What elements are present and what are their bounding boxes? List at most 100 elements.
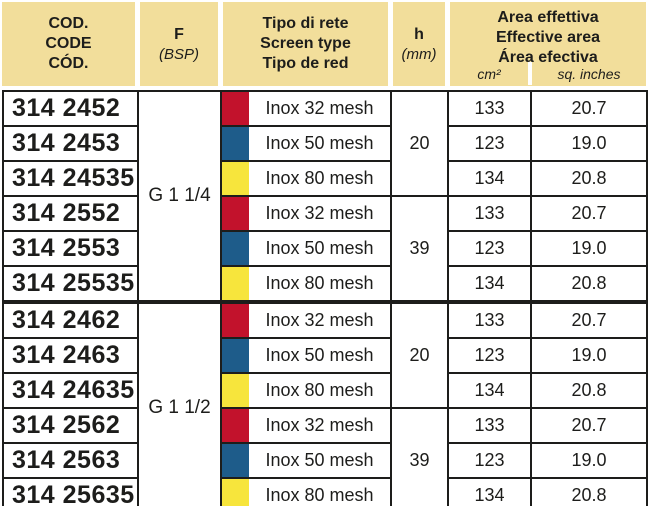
area-sqin-cell: 19.0: [530, 230, 648, 267]
header-screen-type: Tipo di rete Screen type Tipo de red: [223, 2, 388, 86]
screen-type-cell: Inox 50 mesh: [220, 230, 392, 267]
header-code-line-it: COD.: [48, 15, 89, 32]
table-row: 314 2462 G 1 1/2 Inox 32 mesh 20 133 20.…: [2, 302, 648, 506]
mesh-color-swatch: [222, 479, 249, 506]
area-cm2-cell: 134: [447, 477, 532, 506]
code-cell: 314 2452: [2, 90, 139, 127]
height-cell: 39: [390, 195, 449, 302]
code-cell: 314 2552: [2, 195, 139, 232]
table-row: 314 2452 G 1 1/4 Inox 32 mesh 20 133 20.…: [2, 90, 648, 302]
header-height-label: h: [414, 25, 424, 43]
code-cell: 314 2453: [2, 125, 139, 162]
table-row: 314 25635 Inox 80 mesh 134 20.8: [2, 477, 648, 506]
table-row: 314 24635 Inox 80 mesh 134 20.8: [2, 372, 648, 409]
mesh-label: Inox 50 mesh: [265, 345, 374, 365]
area-sqin-cell: 20.8: [530, 160, 648, 197]
mesh-label: Inox 80 mesh: [265, 273, 374, 293]
header-thread: F (BSP): [140, 2, 218, 86]
table-row: 314 25535 Inox 80 mesh 134 20.8: [2, 265, 648, 302]
area-cm2-cell: 133: [447, 407, 532, 444]
area-sqin-cell: 20.7: [530, 195, 648, 232]
mesh-label: Inox 32 mesh: [265, 98, 374, 118]
mesh-label: Inox 80 mesh: [265, 485, 374, 505]
area-sqin-cell: 20.7: [530, 90, 648, 127]
header-unit-sqinches: sq. inches: [557, 65, 621, 82]
mesh-color-swatch: [222, 444, 249, 477]
header-height-unit: (mm): [401, 45, 437, 63]
header-area: Area effettiva Effective area Área efect…: [450, 2, 646, 86]
table-row: 314 24535 Inox 80 mesh 134 20.8: [2, 160, 648, 197]
mesh-color-swatch: [222, 374, 249, 407]
area-cm2-cell: 123: [447, 230, 532, 267]
table-row: 314 2563 Inox 50 mesh 123 19.0: [2, 442, 648, 479]
area-sqin-cell: 20.8: [530, 372, 648, 409]
area-cm2-cell: 133: [447, 195, 532, 232]
area-sqin-cell: 20.7: [530, 302, 648, 339]
mesh-color-swatch: [222, 127, 249, 160]
code-cell: 314 2463: [2, 337, 139, 374]
header-area-line-en: Effective area: [495, 29, 601, 46]
header-screen-line-es: Tipo de red: [262, 55, 349, 72]
header-code: COD. CODE CÓD.: [2, 2, 135, 86]
area-sqin-cell: 20.7: [530, 407, 648, 444]
area-cm2-cell: 134: [447, 160, 532, 197]
header-unit-divider: [528, 62, 532, 85]
area-cm2-cell: 123: [447, 337, 532, 374]
code-cell: 314 24535: [2, 160, 139, 197]
mesh-color-swatch: [222, 304, 249, 337]
header-height: h (mm): [393, 2, 445, 86]
mesh-label: Inox 80 mesh: [265, 380, 374, 400]
screen-type-cell: Inox 50 mesh: [220, 442, 392, 479]
mesh-color-swatch: [222, 162, 249, 195]
screen-type-cell: Inox 32 mesh: [220, 195, 392, 232]
area-sqin-cell: 19.0: [530, 337, 648, 374]
header-code-line-es: CÓD.: [48, 55, 89, 72]
table-row: 314 2453 Inox 50 mesh 123 19.0: [2, 125, 648, 162]
area-sqin-cell: 20.8: [530, 265, 648, 302]
table-row: 314 2553 Inox 50 mesh 123 19.0: [2, 230, 648, 267]
code-cell: 314 2462: [2, 302, 139, 339]
header-screen-line-en: Screen type: [260, 35, 351, 52]
code-cell: 314 25535: [2, 265, 139, 302]
area-cm2-cell: 134: [447, 372, 532, 409]
screen-type-cell: Inox 80 mesh: [220, 477, 392, 506]
screen-type-cell: Inox 80 mesh: [220, 265, 392, 302]
mesh-color-swatch: [222, 339, 249, 372]
header-area-units: cm² sq. inches: [450, 62, 646, 85]
mesh-label: Inox 32 mesh: [265, 203, 374, 223]
screen-type-cell: Inox 32 mesh: [220, 302, 392, 339]
screen-type-cell: Inox 80 mesh: [220, 372, 392, 409]
table-row: 314 2463 Inox 50 mesh 123 19.0: [2, 337, 648, 374]
screen-type-cell: Inox 80 mesh: [220, 160, 392, 197]
screen-type-cell: Inox 32 mesh: [220, 90, 392, 127]
code-cell: 314 24635: [2, 372, 139, 409]
screen-type-cell: Inox 50 mesh: [220, 125, 392, 162]
header-unit-cm2: cm²: [477, 65, 501, 82]
code-cell: 314 2563: [2, 442, 139, 479]
mesh-color-swatch: [222, 267, 249, 300]
area-cm2-cell: 123: [447, 125, 532, 162]
height-cell: 39: [390, 407, 449, 506]
table-row: 314 2562 Inox 32 mesh 39 133 20.7: [2, 407, 648, 506]
table-header: COD. CODE CÓD. F (BSP) Tipo di rete Scre…: [2, 2, 646, 86]
mesh-label: Inox 32 mesh: [265, 310, 374, 330]
code-cell: 314 2553: [2, 230, 139, 267]
area-cm2-cell: 134: [447, 265, 532, 302]
mesh-label: Inox 32 mesh: [265, 415, 374, 435]
mesh-color-swatch: [222, 92, 249, 125]
mesh-color-swatch: [222, 197, 249, 230]
area-sqin-cell: 19.0: [530, 442, 648, 479]
thread-size-cell: G 1 1/4: [137, 90, 222, 302]
screen-type-cell: Inox 32 mesh: [220, 407, 392, 444]
mesh-label: Inox 50 mesh: [265, 238, 374, 258]
header-area-line-es: Área efectiva: [498, 49, 598, 66]
height-cell: 20: [390, 302, 449, 409]
header-area-line-it: Area effettiva: [497, 9, 599, 26]
header-thread-label: F: [174, 25, 184, 43]
area-sqin-cell: 19.0: [530, 125, 648, 162]
screen-type-cell: Inox 50 mesh: [220, 337, 392, 374]
spec-table-g112: 314 2462 G 1 1/2 Inox 32 mesh 20 133 20.…: [2, 302, 648, 506]
code-cell: 314 25635: [2, 477, 139, 506]
code-cell: 314 2562: [2, 407, 139, 444]
